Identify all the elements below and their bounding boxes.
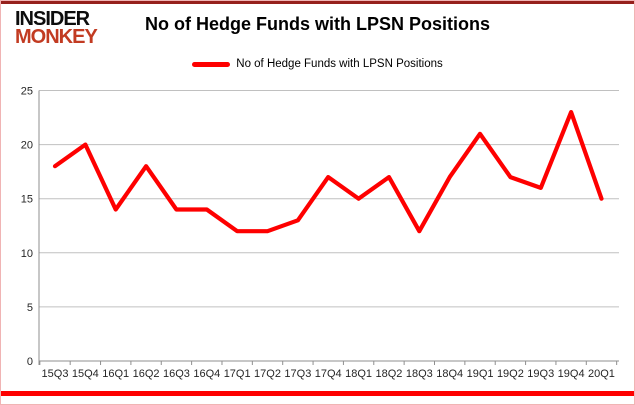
legend-label: No of Hedge Funds with LPSN Positions [236,58,443,70]
x-tick-label: 18Q3 [406,368,433,380]
top-accent-bar [1,1,634,4]
x-tick-label: 17Q4 [315,368,342,380]
legend-line-swatch [192,61,231,67]
x-tick-label: 20Q1 [588,368,615,380]
x-tick-label: 16Q3 [163,368,190,380]
x-tick-label: 19Q3 [527,368,554,380]
x-tick-label: 19Q2 [497,368,524,380]
chart-title: No of Hedge Funds with LPSN Positions [145,14,490,34]
x-tick-label: 18Q4 [436,368,463,380]
x-tick-label: 15Q4 [72,368,99,380]
x-tick-label: 19Q4 [558,368,585,380]
x-tick-label: 17Q3 [284,368,311,380]
y-tick-label: 0 [27,356,33,368]
logo-monkey-text: MONKEY [15,26,98,49]
y-tick-label: 25 [21,86,33,98]
x-tick-label: 17Q1 [224,368,251,380]
x-tick-label: 17Q2 [254,368,281,380]
x-tick-label: 16Q4 [193,368,220,380]
logo-insider-text: INSIDER [15,8,90,30]
series-line-lpsn [52,109,604,234]
bottom-accent-bar [1,391,634,396]
x-tick-label: 19Q1 [467,368,494,380]
y-tick-label: 15 [21,194,33,206]
x-tick-label: 16Q1 [102,368,129,380]
x-tick-label: 18Q2 [375,368,402,380]
y-tick-label: 20 [21,140,33,152]
legend: No of Hedge Funds with LPSN Positions [1,58,634,70]
x-tick-label: 15Q3 [42,368,69,380]
insider-monkey-logo: INSIDER MONKEY [15,8,98,49]
y-tick-label: 5 [27,302,33,314]
x-tick-label: 18Q1 [345,368,372,380]
x-tick-label: 16Q2 [133,368,160,380]
y-tick-label: 10 [21,248,33,260]
